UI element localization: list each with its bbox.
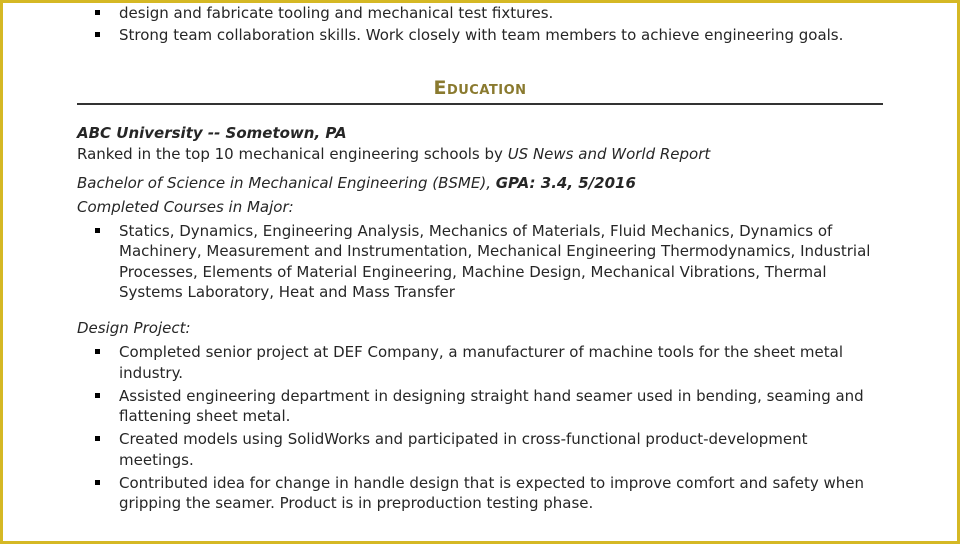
skill-item: Strong team collaboration skills. Work c…: [77, 25, 883, 45]
courses-item: Statics, Dynamics, Engineering Analysis,…: [77, 221, 883, 302]
section-rule: [77, 103, 883, 105]
project-item: Completed senior project at DEF Company,…: [77, 342, 883, 383]
degree-gpa: GPA: 3.4, 5/2016: [496, 174, 636, 192]
degree-line: Bachelor of Science in Mechanical Engine…: [77, 173, 883, 193]
school-line: ABC University -- Sometown, PA: [77, 123, 883, 143]
project-item: Created models using SolidWorks and part…: [77, 429, 883, 470]
ranking-source: US News and World Report: [508, 145, 711, 163]
degree-name: Bachelor of Science in Mechanical Engine…: [77, 174, 496, 192]
skill-item: design and fabricate tooling and mechani…: [77, 3, 883, 23]
project-item: Contributed idea for change in handle de…: [77, 473, 883, 514]
project-list: Completed senior project at DEF Company,…: [77, 342, 883, 513]
ranking-line: Ranked in the top 10 mechanical engineer…: [77, 144, 883, 164]
project-item: Assisted engineering department in desig…: [77, 386, 883, 427]
education-heading: Education: [77, 76, 883, 102]
courses-label: Completed Courses in Major:: [77, 197, 883, 217]
skills-list-fragment: design and fabricate tooling and mechani…: [77, 3, 883, 46]
ranking-prefix: Ranked in the top 10 mechanical engineer…: [77, 145, 508, 163]
courses-list: Statics, Dynamics, Engineering Analysis,…: [77, 221, 883, 302]
project-label: Design Project:: [77, 318, 883, 338]
